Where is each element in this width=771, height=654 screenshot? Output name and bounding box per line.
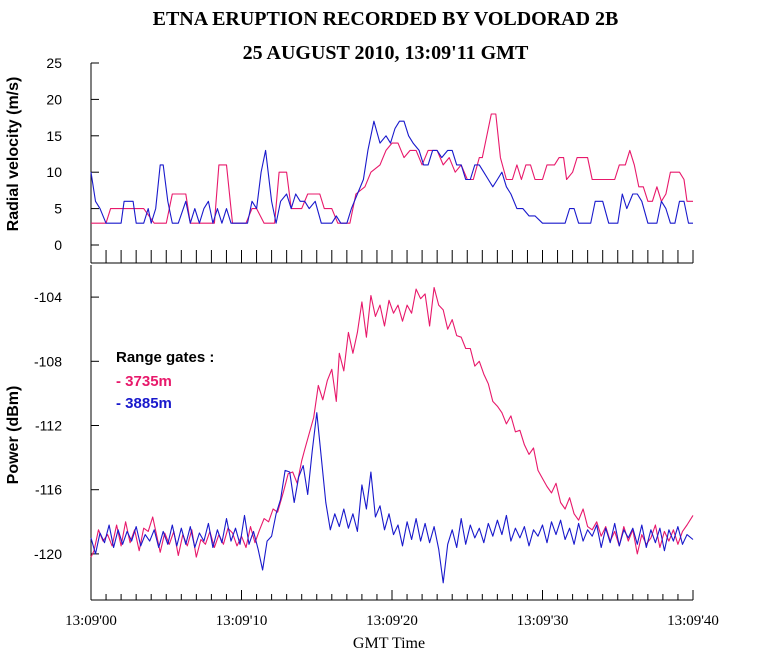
power-panel: -104 -108 -112 -116 -120 [34,265,694,600]
velocity-y-tick-label: 5 [54,201,62,217]
chart-subtitle: 25 AUGUST 2010, 13:09'11 GMT [242,42,529,64]
velocity-y-tick-label: 15 [46,128,62,144]
velocity-y-tick-label: 25 [46,55,62,71]
velocity-panel: 0 5 10 15 20 25 [46,55,694,264]
x-axis-label: GMT Time [353,635,425,652]
power-series-3885m [90,412,694,584]
power-y-tick-label: -112 [35,418,62,434]
x-axis: 13:09'00 13:09'10 13:09'20 13:09'30 13:09'40 [65,590,719,629]
legend-entry-3885m: - 3885m [116,395,172,412]
x-tick-label: 13:09'30 [517,613,569,629]
power-y-axis-label: Power (dBm) [5,386,22,485]
chart-title: ETNA ERUPTION RECORDED BY VOLDORAD 2B [152,8,619,30]
velocity-y-tick-label: 0 [54,237,62,253]
legend-title: Range gates : [116,349,214,366]
velocity-y-tick-label: 20 [46,91,62,107]
velocity-series-3885m [90,120,693,224]
power-y-tick-label: -108 [34,353,62,369]
x-tick-label: 13:09'40 [667,613,719,629]
legend-entry-3735m: - 3735m [116,373,172,390]
x-tick-label: 13:09'20 [366,613,418,629]
power-y-tick-label: -104 [34,289,62,305]
x-tick-label: 13:09'00 [65,613,117,629]
velocity-y-tick-label: 10 [46,164,62,180]
power-y-tick-label: -120 [34,546,62,562]
x-tick-label: 13:09'10 [216,613,268,629]
power-series-3735m [90,286,694,558]
velocity-series-3735m [91,113,693,224]
power-y-tick-label: -116 [35,482,62,498]
velocity-y-axis-label: Radial velocity (m/s) [5,77,22,232]
